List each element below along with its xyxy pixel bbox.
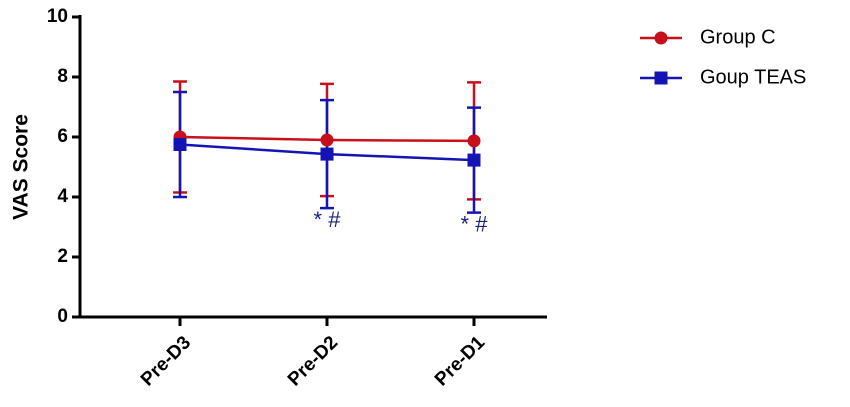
legend-marker [654,31,668,45]
legend-label: Group C [700,26,776,48]
marker [467,134,481,148]
y-tick-label: 8 [57,66,68,87]
y-tick-label: 0 [57,306,68,327]
marker [320,133,334,147]
y-tick-label: 2 [57,246,68,267]
annotation: * # [461,211,489,236]
y-tick-label: 6 [57,126,68,147]
legend-label: Goup TEAS [700,66,806,88]
y-tick-label: 10 [47,6,68,27]
annotation: * # [314,207,342,232]
marker [320,147,334,161]
x-tick-label: Pre-D3 [137,332,195,390]
marker [467,153,481,167]
marker [173,138,187,151]
x-tick-label: Pre-D2 [284,332,342,390]
y-axis-title: VAS Score [10,114,33,220]
x-tick-label: Pre-D1 [431,332,489,390]
y-tick-label: 4 [57,186,68,207]
legend-marker [654,71,668,85]
